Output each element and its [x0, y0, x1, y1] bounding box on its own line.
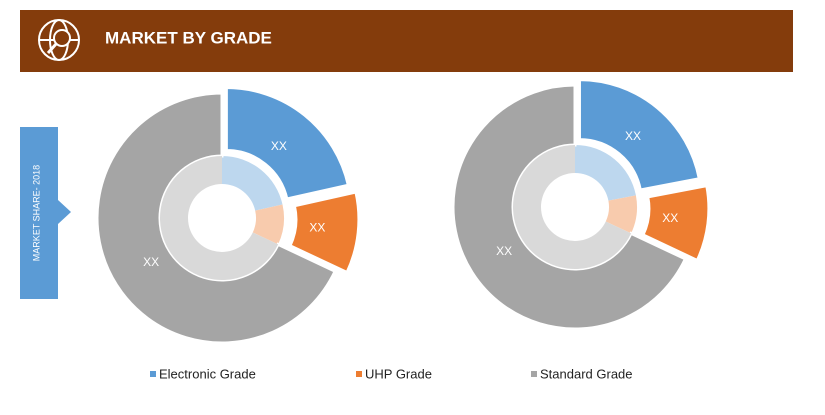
donut-slice	[288, 190, 361, 275]
header-bar	[20, 10, 793, 72]
data-label: XX	[143, 255, 159, 269]
donut-inner-slice	[605, 195, 637, 234]
donut-inner-slice	[513, 145, 632, 269]
donut-inner-slice	[252, 204, 284, 245]
donut-inner-slice	[575, 145, 636, 201]
data-label: XX	[271, 139, 287, 153]
legend-label: Standard Grade	[540, 366, 633, 381]
legend-swatch	[150, 371, 156, 377]
legend-swatch	[356, 371, 362, 377]
side-tab-arrow	[58, 200, 71, 224]
data-label: XX	[625, 129, 641, 143]
donut-slice	[641, 183, 711, 263]
data-label: XX	[662, 211, 678, 225]
legend-label: Electronic Grade	[159, 366, 256, 381]
donut-slice	[224, 86, 351, 201]
header-icon	[38, 19, 80, 61]
donut-inner-slice	[222, 156, 283, 211]
chart-title: MARKET BY GRADE	[105, 28, 272, 47]
donut-inner-slice	[160, 156, 279, 281]
donut-slice	[577, 78, 702, 192]
y-axis-label: MARKET SHARE- 2018	[31, 165, 41, 261]
legend-swatch	[531, 371, 537, 377]
data-label: XX	[496, 244, 512, 258]
legend-label: UHP Grade	[365, 366, 432, 381]
data-label: XX	[309, 221, 325, 235]
side-tab	[20, 127, 58, 299]
